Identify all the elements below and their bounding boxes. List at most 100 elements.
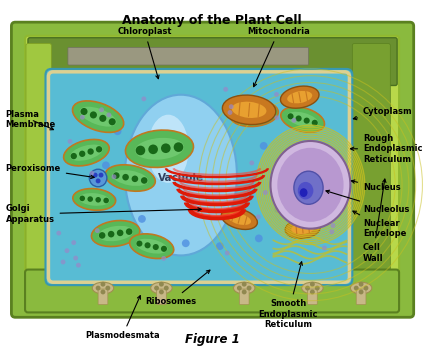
Circle shape — [56, 231, 61, 236]
Circle shape — [161, 256, 166, 261]
Text: Nucleolus: Nucleolus — [325, 190, 408, 214]
Circle shape — [64, 248, 69, 253]
Ellipse shape — [112, 170, 148, 186]
Circle shape — [223, 87, 227, 92]
Circle shape — [87, 148, 94, 155]
Text: Ribosomes: Ribosomes — [145, 270, 210, 306]
Circle shape — [279, 166, 286, 174]
Circle shape — [274, 205, 282, 213]
Text: Peroxisome: Peroxisome — [6, 164, 94, 179]
Circle shape — [117, 230, 123, 236]
Circle shape — [99, 115, 106, 122]
Circle shape — [254, 235, 262, 242]
Ellipse shape — [291, 223, 313, 234]
Ellipse shape — [270, 141, 349, 229]
Circle shape — [227, 110, 232, 115]
Circle shape — [158, 289, 164, 294]
Circle shape — [99, 108, 104, 112]
Circle shape — [241, 289, 246, 294]
Circle shape — [79, 151, 85, 157]
Circle shape — [291, 118, 296, 123]
Text: Vacuole: Vacuole — [158, 173, 204, 183]
Ellipse shape — [79, 193, 109, 206]
Circle shape — [92, 173, 97, 178]
Circle shape — [122, 174, 128, 180]
Circle shape — [154, 286, 158, 290]
Circle shape — [148, 145, 158, 154]
Circle shape — [303, 117, 309, 124]
Ellipse shape — [63, 140, 109, 166]
Circle shape — [173, 142, 183, 152]
Circle shape — [99, 232, 105, 239]
Circle shape — [358, 282, 363, 287]
Circle shape — [353, 286, 358, 290]
Circle shape — [228, 104, 233, 109]
Circle shape — [60, 260, 66, 265]
Ellipse shape — [79, 107, 116, 127]
Text: Anatomy of the Plant Cell: Anatomy of the Plant Cell — [122, 14, 301, 27]
Ellipse shape — [231, 102, 266, 118]
Text: Cell
Wall: Cell Wall — [362, 179, 385, 263]
Circle shape — [95, 178, 100, 183]
Circle shape — [255, 110, 261, 117]
Circle shape — [295, 115, 301, 121]
Circle shape — [79, 195, 85, 201]
Circle shape — [152, 244, 158, 250]
Circle shape — [287, 113, 293, 119]
Ellipse shape — [297, 182, 312, 199]
Ellipse shape — [229, 101, 278, 126]
Circle shape — [108, 195, 116, 203]
Circle shape — [309, 282, 314, 287]
Ellipse shape — [72, 189, 115, 210]
Circle shape — [164, 286, 168, 290]
Circle shape — [95, 146, 102, 152]
Circle shape — [181, 239, 189, 247]
FancyBboxPatch shape — [156, 289, 166, 305]
Text: Nucleus: Nucleus — [351, 180, 400, 192]
Circle shape — [321, 246, 326, 250]
Circle shape — [125, 228, 132, 235]
Text: Cytoplasm: Cytoplasm — [352, 107, 412, 120]
Ellipse shape — [135, 239, 167, 253]
FancyBboxPatch shape — [352, 43, 389, 281]
Circle shape — [246, 286, 251, 290]
Circle shape — [363, 286, 368, 290]
FancyBboxPatch shape — [25, 269, 398, 313]
Ellipse shape — [280, 107, 324, 132]
Circle shape — [87, 196, 93, 202]
Circle shape — [246, 111, 252, 117]
Text: Chloroplast: Chloroplast — [117, 27, 172, 79]
Circle shape — [263, 109, 270, 116]
Ellipse shape — [233, 282, 254, 294]
Circle shape — [90, 111, 97, 119]
Circle shape — [108, 231, 114, 237]
Ellipse shape — [72, 101, 123, 132]
Circle shape — [249, 161, 253, 165]
Ellipse shape — [227, 213, 250, 225]
Circle shape — [111, 174, 116, 179]
Text: Plasmodesmata: Plasmodesmata — [85, 295, 159, 340]
Ellipse shape — [150, 282, 172, 294]
Ellipse shape — [293, 171, 322, 204]
FancyBboxPatch shape — [25, 36, 398, 305]
Circle shape — [95, 197, 101, 203]
Ellipse shape — [125, 130, 193, 167]
Ellipse shape — [236, 106, 271, 121]
Circle shape — [132, 176, 138, 182]
Circle shape — [144, 242, 150, 248]
Circle shape — [259, 142, 267, 150]
Circle shape — [136, 241, 142, 247]
FancyBboxPatch shape — [11, 22, 413, 317]
FancyBboxPatch shape — [98, 289, 108, 305]
Circle shape — [100, 282, 105, 287]
Circle shape — [135, 146, 145, 155]
Circle shape — [108, 118, 115, 125]
Ellipse shape — [349, 282, 371, 294]
Circle shape — [105, 286, 110, 290]
Ellipse shape — [222, 95, 275, 125]
Ellipse shape — [105, 165, 155, 191]
Circle shape — [358, 289, 363, 294]
FancyBboxPatch shape — [239, 289, 249, 305]
Circle shape — [70, 153, 77, 159]
Circle shape — [106, 112, 111, 117]
